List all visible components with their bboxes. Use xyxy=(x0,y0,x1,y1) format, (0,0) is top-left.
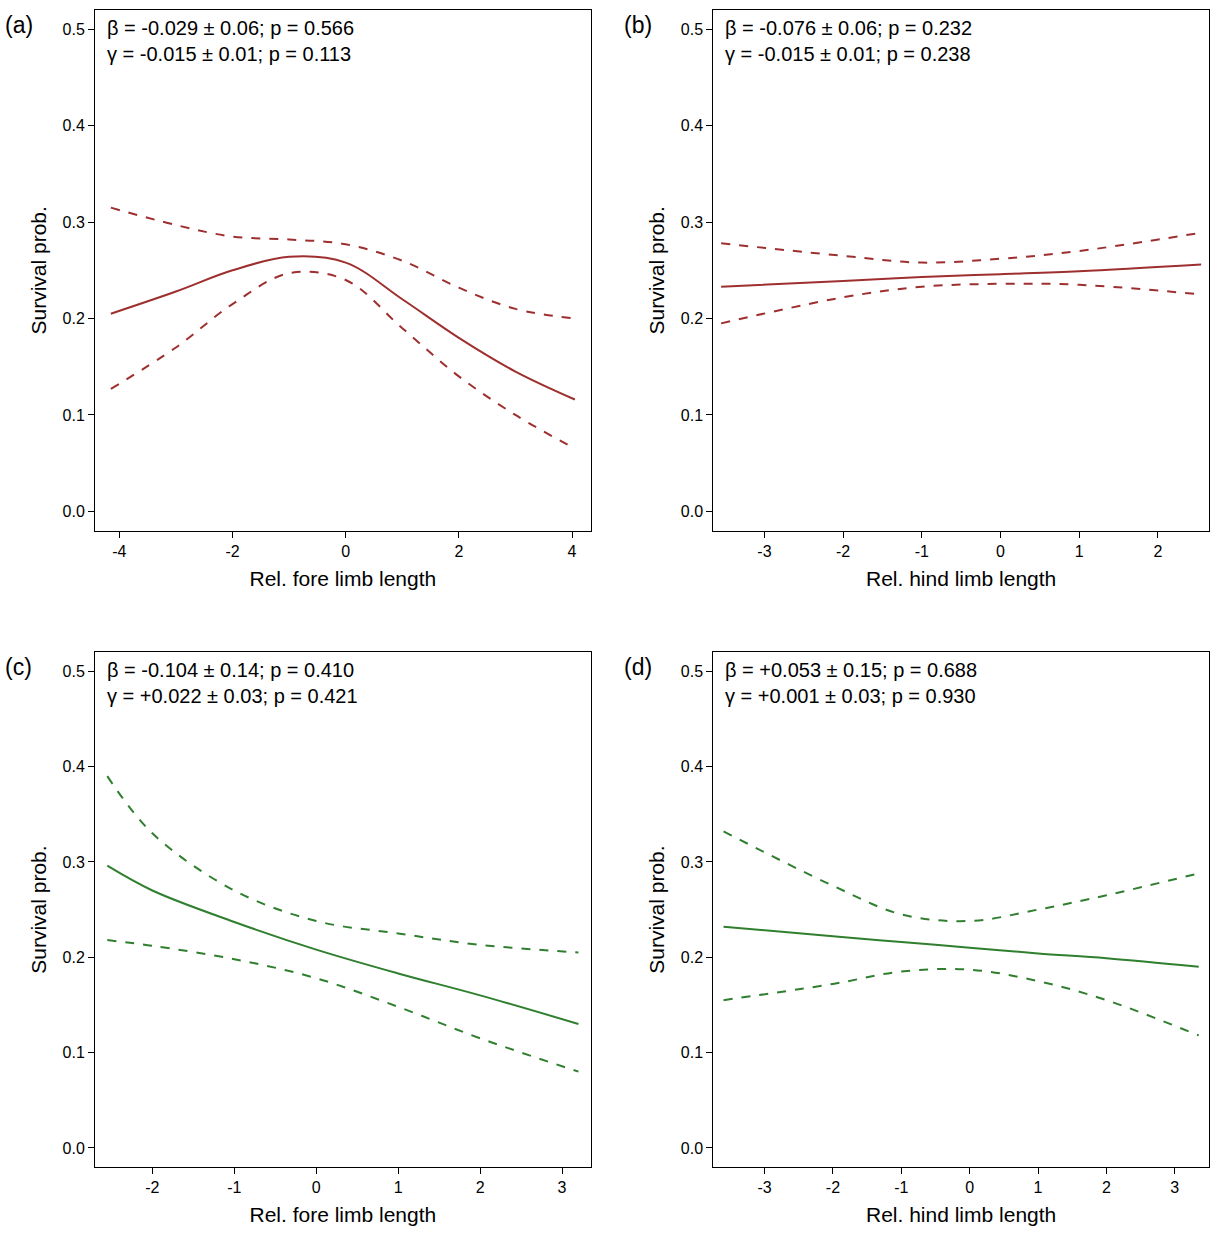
svg-text:Survival prob.: Survival prob. xyxy=(645,845,668,973)
svg-text:Rel. hind limb length: Rel. hind limb length xyxy=(866,1203,1056,1226)
svg-text:0.1: 0.1 xyxy=(681,1044,703,1061)
svg-text:β = -0.076 ± 0.06; p = 0.232γ: β = -0.076 ± 0.06; p = 0.232γ = -0.015 ±… xyxy=(725,17,972,65)
svg-text:-1: -1 xyxy=(915,543,929,560)
svg-text:(a): (a) xyxy=(5,12,33,38)
svg-text:1: 1 xyxy=(1034,1179,1043,1196)
svg-text:-2: -2 xyxy=(836,543,850,560)
svg-text:Rel. fore limb length: Rel. fore limb length xyxy=(249,1203,436,1226)
svg-text:0.0: 0.0 xyxy=(681,503,703,520)
svg-text:Survival prob.: Survival prob. xyxy=(645,206,668,334)
svg-text:0.5: 0.5 xyxy=(63,21,85,38)
svg-text:0.4: 0.4 xyxy=(63,758,85,775)
svg-text:1: 1 xyxy=(394,1179,403,1196)
svg-text:0.0: 0.0 xyxy=(681,1140,703,1157)
svg-text:Survival prob.: Survival prob. xyxy=(27,845,50,973)
svg-text:-1: -1 xyxy=(894,1179,908,1196)
svg-text:0: 0 xyxy=(341,543,350,560)
svg-text:0.4: 0.4 xyxy=(681,758,703,775)
svg-text:4: 4 xyxy=(568,543,577,560)
svg-text:β = -0.029 ± 0.06; p = 0.566γ: β = -0.029 ± 0.06; p = 0.566γ = -0.015 ±… xyxy=(107,17,354,65)
svg-text:0.0: 0.0 xyxy=(63,1140,85,1157)
svg-text:Rel. fore limb length: Rel. fore limb length xyxy=(249,567,436,590)
svg-text:0.3: 0.3 xyxy=(681,853,703,870)
svg-text:2: 2 xyxy=(476,1179,485,1196)
svg-text:0.2: 0.2 xyxy=(681,949,703,966)
svg-text:1: 1 xyxy=(1075,543,1084,560)
svg-text:(d): (d) xyxy=(624,654,652,680)
svg-text:0.0: 0.0 xyxy=(63,503,85,520)
svg-text:0.1: 0.1 xyxy=(63,1044,85,1061)
svg-text:-2: -2 xyxy=(145,1179,159,1196)
svg-text:2: 2 xyxy=(1153,543,1162,560)
svg-text:0.2: 0.2 xyxy=(63,949,85,966)
svg-text:-4: -4 xyxy=(112,543,126,560)
svg-text:Survival prob.: Survival prob. xyxy=(27,206,50,334)
svg-text:0.3: 0.3 xyxy=(63,214,85,231)
svg-text:0.5: 0.5 xyxy=(681,21,703,38)
svg-text:0.3: 0.3 xyxy=(63,853,85,870)
svg-text:0.5: 0.5 xyxy=(63,663,85,680)
svg-text:2: 2 xyxy=(1102,1179,1111,1196)
svg-text:0: 0 xyxy=(312,1179,321,1196)
svg-text:0: 0 xyxy=(965,1179,974,1196)
svg-text:-1: -1 xyxy=(227,1179,241,1196)
svg-text:(c): (c) xyxy=(5,654,32,680)
svg-text:2: 2 xyxy=(454,543,463,560)
svg-text:-3: -3 xyxy=(757,1179,771,1196)
svg-text:0.4: 0.4 xyxy=(63,117,85,134)
svg-text:β = -0.104 ± 0.14; p = 0.410γ: β = -0.104 ± 0.14; p = 0.410γ = +0.022 ±… xyxy=(107,659,358,707)
svg-text:0.1: 0.1 xyxy=(681,407,703,424)
svg-text:(b): (b) xyxy=(624,12,652,38)
svg-text:3: 3 xyxy=(558,1179,567,1196)
svg-text:0: 0 xyxy=(996,543,1005,560)
svg-text:0.2: 0.2 xyxy=(681,310,703,327)
svg-text:3: 3 xyxy=(1170,1179,1179,1196)
svg-text:0.1: 0.1 xyxy=(63,407,85,424)
svg-text:Rel. hind limb length: Rel. hind limb length xyxy=(866,567,1056,590)
svg-text:-2: -2 xyxy=(826,1179,840,1196)
svg-text:0.5: 0.5 xyxy=(681,663,703,680)
svg-text:0.2: 0.2 xyxy=(63,310,85,327)
svg-text:0.3: 0.3 xyxy=(681,214,703,231)
svg-text:0.4: 0.4 xyxy=(681,117,703,134)
svg-text:-2: -2 xyxy=(225,543,239,560)
svg-text:β = +0.053 ± 0.15; p = 0.688γ: β = +0.053 ± 0.15; p = 0.688γ = +0.001 ±… xyxy=(725,659,977,707)
svg-text:-3: -3 xyxy=(757,543,771,560)
